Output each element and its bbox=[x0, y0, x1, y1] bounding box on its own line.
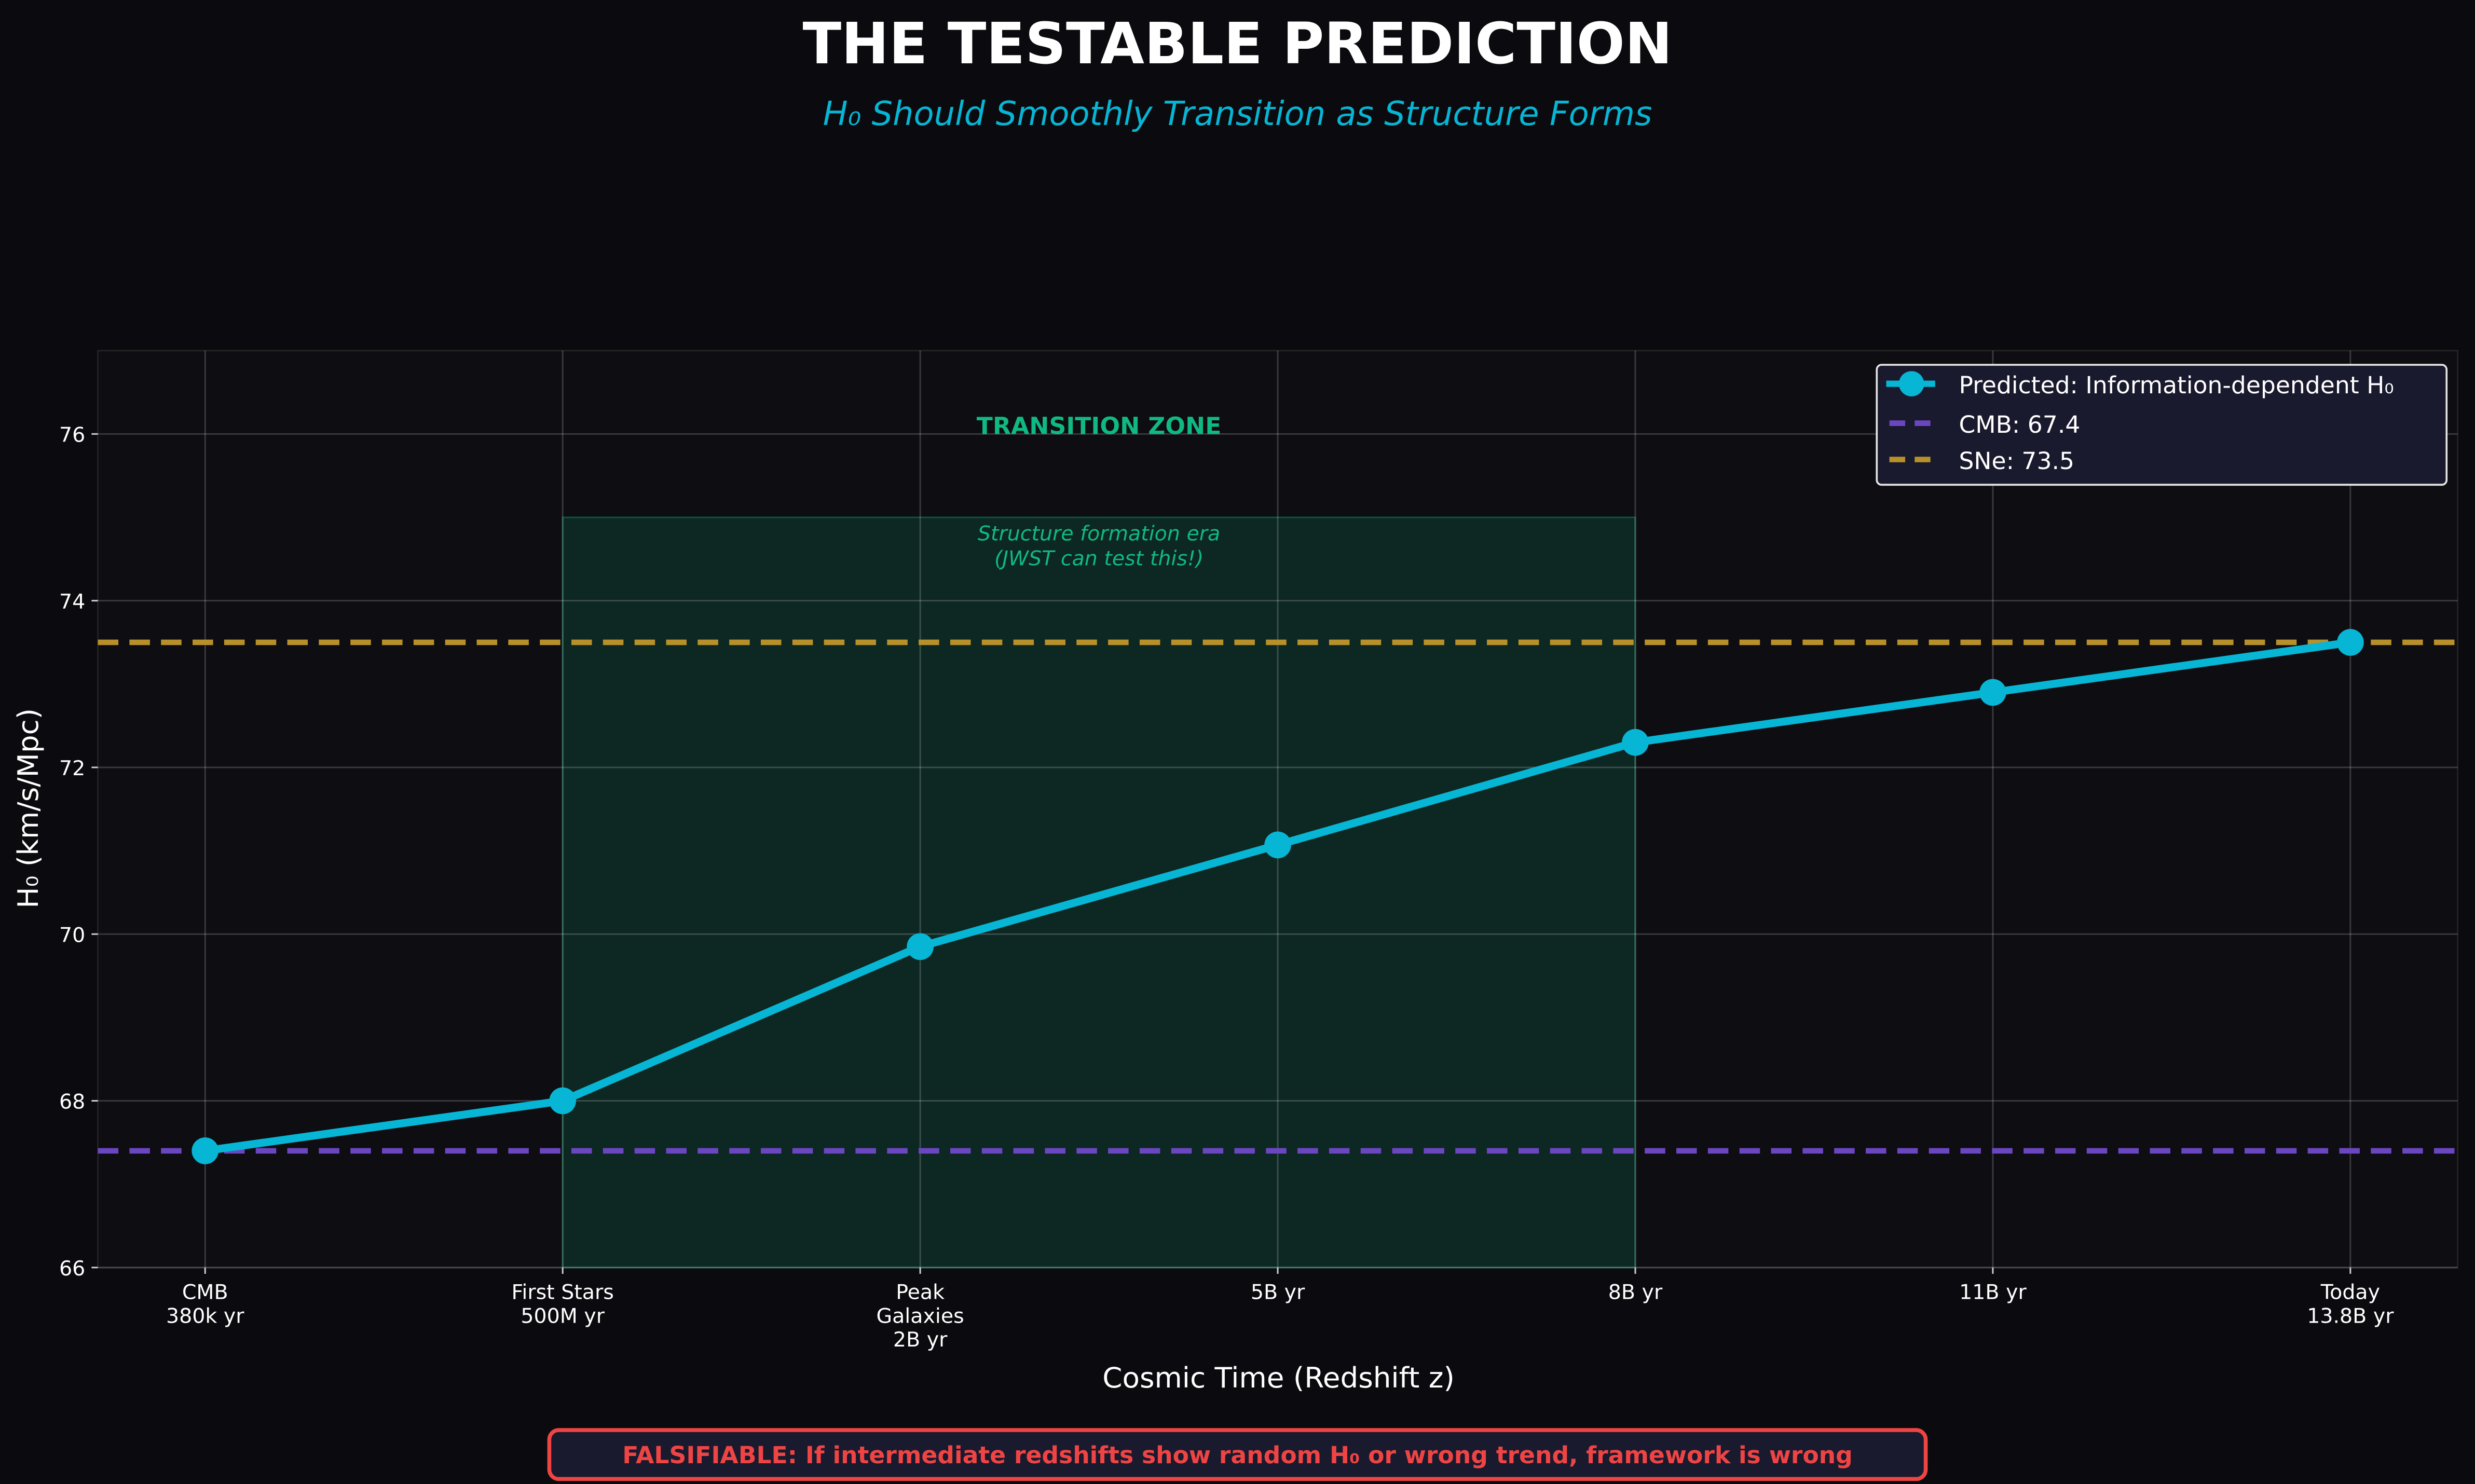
zone-note-2: (JWST can test this!) bbox=[994, 546, 1204, 570]
chart-title: THE TESTABLE PREDICTION bbox=[803, 10, 1673, 77]
x-tick-label: First Stars bbox=[512, 1281, 614, 1304]
zone-title: TRANSITION ZONE bbox=[977, 412, 1222, 439]
x-tick-label: 380k yr bbox=[166, 1304, 244, 1328]
legend: Predicted: Information-dependent H₀ CMB:… bbox=[1876, 364, 2448, 486]
footer-box bbox=[547, 1428, 1928, 1481]
y-tick-label: 74 bbox=[59, 590, 85, 614]
data-point bbox=[1979, 679, 2006, 706]
x-tick-label: 8B yr bbox=[1608, 1281, 1663, 1304]
x-tick-label: 2B yr bbox=[893, 1328, 948, 1352]
data-point bbox=[907, 933, 934, 960]
x-tick-label: CMB bbox=[182, 1281, 228, 1304]
data-point bbox=[549, 1087, 577, 1115]
data-point bbox=[1264, 831, 1291, 859]
data-point bbox=[1622, 729, 1649, 756]
data-point bbox=[2337, 629, 2364, 656]
x-tick-label: 11B yr bbox=[1959, 1281, 2027, 1304]
y-tick-label: 68 bbox=[59, 1090, 85, 1114]
x-axis-label: Cosmic Time (Redshift z) bbox=[1102, 1361, 1455, 1394]
y-tick-label: 66 bbox=[59, 1257, 85, 1281]
x-tick-label: Galaxies bbox=[876, 1304, 964, 1328]
legend-label-predicted: Predicted: Information-dependent H₀ bbox=[1959, 372, 2394, 399]
legend-label-sne: SNe: 73.5 bbox=[1959, 447, 2074, 475]
legend-marker-predicted bbox=[1898, 371, 1924, 396]
footer-text: FALSIFIABLE: If intermediate redshifts s… bbox=[622, 1441, 1853, 1469]
legend-label-cmb: CMB: 67.4 bbox=[1959, 411, 2080, 438]
x-tick-label: 13.8B yr bbox=[2307, 1304, 2394, 1328]
zone-note-1: Structure formation era bbox=[978, 521, 1220, 545]
y-axis-label: H₀ (km/s/Mpc) bbox=[11, 708, 45, 909]
chart-subtitle: H₀ Should Smoothly Transition as Structu… bbox=[823, 95, 1652, 133]
y-tick-label: 72 bbox=[59, 757, 85, 780]
x-tick-label: Peak bbox=[896, 1281, 945, 1304]
y-tick-label: 70 bbox=[59, 923, 85, 947]
x-tick-label: 5B yr bbox=[1251, 1281, 1305, 1304]
y-tick-label: 76 bbox=[59, 423, 85, 447]
x-tick-label: 500M yr bbox=[521, 1304, 605, 1328]
x-tick-label: Today bbox=[2320, 1281, 2380, 1304]
data-point bbox=[192, 1137, 219, 1164]
